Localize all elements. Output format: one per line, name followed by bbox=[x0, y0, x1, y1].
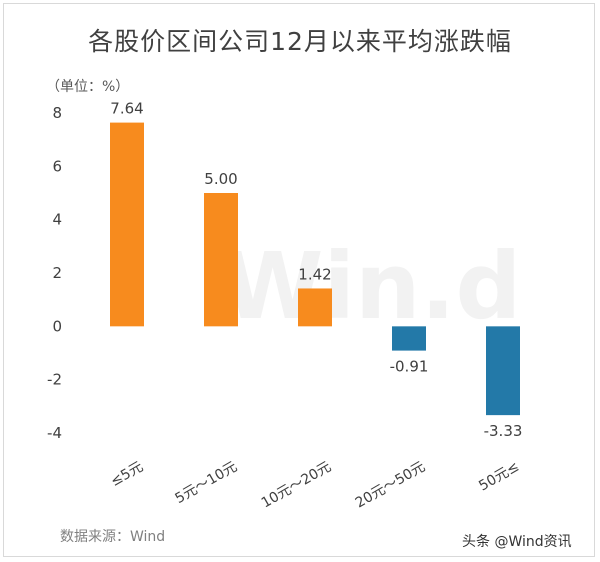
chart-title: 各股价区间公司12月以来平均涨跌幅 bbox=[88, 27, 512, 56]
y-tick-label: 2 bbox=[52, 264, 62, 282]
y-tick-label: 6 bbox=[52, 157, 62, 175]
bar bbox=[298, 288, 332, 327]
y-tick-label: -4 bbox=[47, 424, 62, 442]
y-tick-label: 4 bbox=[52, 211, 62, 229]
category-label: 20元～50元 bbox=[353, 459, 428, 512]
bars: 7.64 5.00 1.42 -0.91 -3.33 bbox=[110, 100, 523, 440]
data-label: 5.00 bbox=[204, 170, 237, 188]
bar bbox=[392, 326, 426, 351]
data-label: -3.33 bbox=[484, 422, 523, 440]
category-label: 10元～20元 bbox=[259, 459, 334, 512]
watermark: Win.d bbox=[222, 233, 521, 340]
data-source: 数据来源：Wind bbox=[60, 529, 166, 545]
credit-label: 头条 @Wind资讯 bbox=[462, 534, 572, 550]
bar bbox=[204, 193, 238, 327]
data-label: -0.91 bbox=[390, 358, 429, 376]
y-tick-label: -2 bbox=[47, 371, 62, 389]
bar bbox=[110, 122, 144, 327]
y-axis: -4 -2 0 2 4 6 8 bbox=[47, 104, 62, 442]
unit-label: （单位：%） bbox=[46, 79, 130, 95]
x-axis: ≤5元 5元～10元 10元～20元 20元～50元 50元≤ bbox=[108, 459, 522, 512]
data-label: 7.64 bbox=[110, 100, 143, 118]
y-tick-label: 0 bbox=[52, 317, 62, 335]
y-tick-label: 8 bbox=[52, 104, 62, 122]
category-label: ≤5元 bbox=[108, 459, 146, 490]
category-label: 5元～10元 bbox=[172, 459, 240, 507]
category-label: 50元≤ bbox=[476, 459, 522, 495]
chart-frame bbox=[3, 3, 595, 557]
data-label: 1.42 bbox=[298, 265, 331, 283]
bar bbox=[486, 326, 520, 416]
